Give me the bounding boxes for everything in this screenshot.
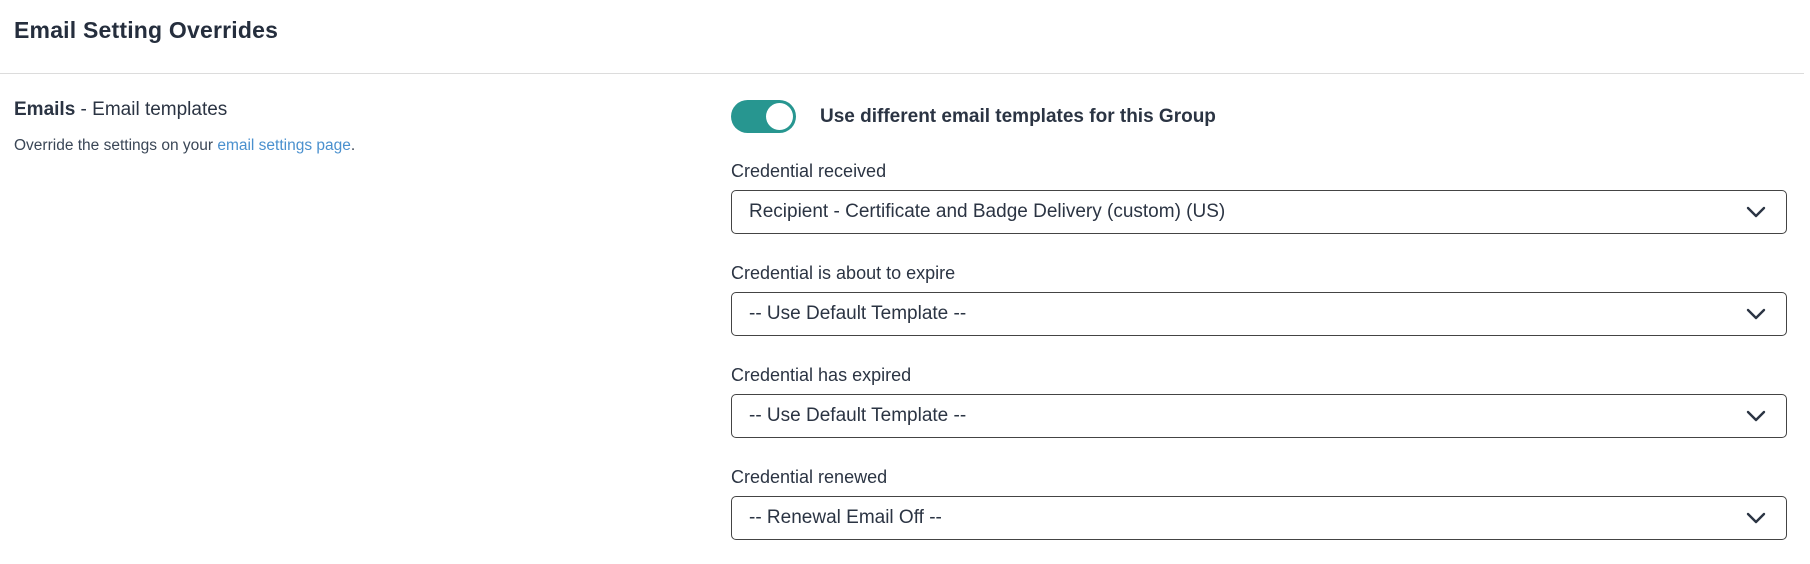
settings-form-column: Use different email templates for this G… bbox=[731, 98, 1787, 564]
email-settings-link[interactable]: email settings page bbox=[217, 137, 351, 154]
credential-received-value: Recipient - Certificate and Badge Delive… bbox=[749, 201, 1226, 222]
section-info-column: Emails - Email templates Override the se… bbox=[14, 98, 731, 156]
credential-has-expired-value: -- Use Default Template -- bbox=[749, 405, 967, 426]
chevron-down-icon bbox=[1746, 410, 1766, 422]
settings-section: Emails - Email templates Override the se… bbox=[0, 74, 1810, 564]
credential-about-to-expire-label: Credential is about to expire bbox=[731, 263, 956, 283]
description-text-suffix: . bbox=[350, 137, 356, 154]
toggle-label: Use different email templates for this G… bbox=[820, 105, 1216, 127]
page-title: Email Setting Overrides bbox=[14, 17, 279, 43]
credential-renewed-label: Credential renewed bbox=[731, 467, 888, 487]
credential-about-to-expire-value: -- Use Default Template -- bbox=[749, 303, 967, 324]
section-title-rest: - Email templates bbox=[75, 99, 228, 120]
credential-received-select[interactable]: Recipient - Certificate and Badge Delive… bbox=[731, 190, 1787, 234]
chevron-down-icon bbox=[1746, 308, 1766, 320]
chevron-down-icon bbox=[1746, 206, 1766, 218]
section-title: Emails - Email templates bbox=[14, 98, 731, 122]
credential-renewed-group: Credential renewed -- Renewal Email Off … bbox=[731, 466, 1787, 540]
credential-has-expired-select[interactable]: -- Use Default Template -- bbox=[731, 394, 1787, 438]
header-divider bbox=[0, 73, 1804, 74]
credential-has-expired-label: Credential has expired bbox=[731, 365, 912, 385]
credential-about-to-expire-select[interactable]: -- Use Default Template -- bbox=[731, 292, 1787, 336]
description-text-prefix: Override the settings on your bbox=[14, 137, 218, 154]
use-different-templates-toggle[interactable] bbox=[731, 100, 796, 133]
credential-about-to-expire-group: Credential is about to expire -- Use Def… bbox=[731, 262, 1787, 336]
chevron-down-icon bbox=[1746, 512, 1766, 524]
credential-received-group: Credential received Recipient - Certific… bbox=[731, 160, 1787, 234]
credential-received-label: Credential received bbox=[731, 161, 887, 181]
toggle-row: Use different email templates for this G… bbox=[731, 100, 1787, 133]
section-description: Override the settings on your email sett… bbox=[14, 136, 731, 156]
credential-renewed-select[interactable]: -- Renewal Email Off -- bbox=[731, 496, 1787, 540]
section-title-bold: Emails bbox=[14, 99, 76, 120]
toggle-knob bbox=[766, 103, 793, 130]
page-header: Email Setting Overrides bbox=[0, 0, 1810, 45]
credential-renewed-value: -- Renewal Email Off -- bbox=[749, 507, 942, 528]
credential-has-expired-group: Credential has expired -- Use Default Te… bbox=[731, 364, 1787, 438]
